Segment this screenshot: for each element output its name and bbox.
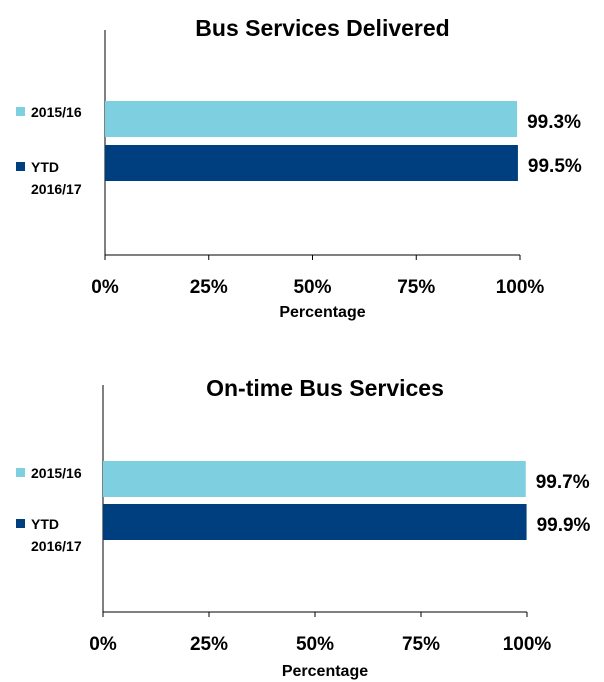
legend-swatch: [16, 468, 25, 477]
bar: [103, 461, 526, 497]
x-tick-label: 0%: [89, 634, 117, 655]
value-label: 99.5%: [528, 156, 582, 177]
legend-item: YTD 2016/17: [16, 513, 96, 557]
value-label: 99.3%: [527, 112, 581, 133]
chart-title: On-time Bus Services: [206, 375, 444, 401]
x-tick-label: 100%: [503, 634, 552, 655]
legend-label: 2015/16: [31, 465, 82, 481]
x-tick-label: 50%: [293, 277, 331, 298]
bar: [105, 101, 518, 137]
chart-title: Bus Services Delivered: [195, 15, 449, 41]
x-tick-label: 0%: [91, 277, 119, 298]
x-tick-label: 100%: [496, 277, 545, 298]
x-axis-label: Percentage: [279, 304, 365, 321]
x-tick-label: 25%: [190, 634, 228, 655]
legend-swatch: [16, 107, 25, 116]
legend-item: 2015/16: [16, 101, 96, 123]
value-label: 99.9%: [537, 515, 591, 536]
legend-swatch: [16, 162, 25, 171]
x-tick-label: 50%: [296, 634, 334, 655]
value-label: 99.7%: [536, 472, 590, 493]
legend-item: 2015/16: [16, 462, 96, 484]
x-tick-label: 75%: [402, 634, 440, 655]
bar: [103, 504, 527, 540]
x-axis-label: Percentage: [282, 663, 368, 680]
bar: [105, 145, 518, 181]
x-tick-label: 25%: [190, 277, 228, 298]
legend-label: YTD 2016/17: [31, 516, 82, 554]
legend-label: YTD 2016/17: [31, 159, 82, 197]
x-tick-label: 75%: [397, 277, 435, 298]
legend-swatch: [16, 519, 25, 528]
legend-item: YTD 2016/17: [16, 156, 96, 200]
legend-label: 2015/16: [31, 104, 82, 120]
